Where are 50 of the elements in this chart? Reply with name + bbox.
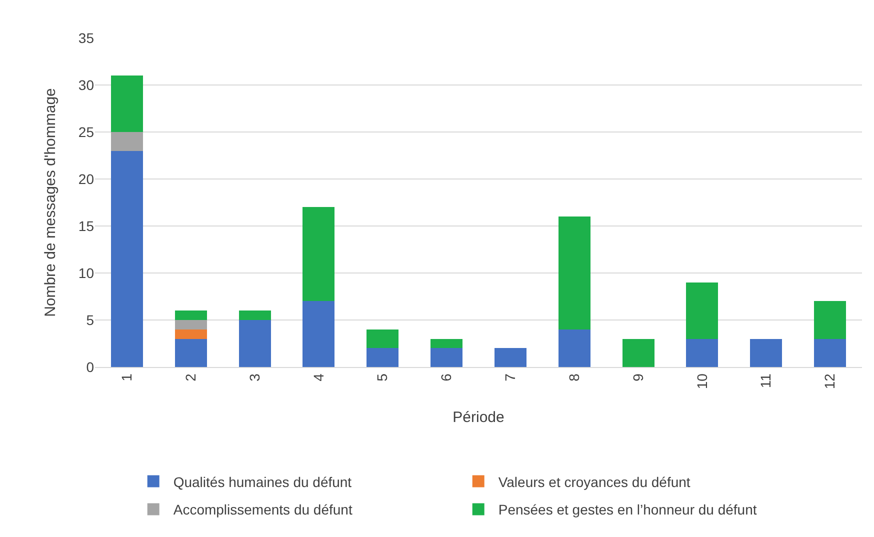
legend-label: Valeurs et croyances du défunt (498, 474, 690, 490)
y-tick-label: 0 (86, 358, 94, 375)
bar (814, 301, 846, 339)
bar (750, 338, 782, 367)
bar (302, 301, 335, 367)
bar (110, 132, 143, 151)
x-tick-label: 7 (502, 373, 518, 382)
legend-label: Accomplissements du défunt (173, 502, 352, 518)
bar (110, 76, 143, 132)
bar (686, 338, 718, 367)
y-tick-label: 15 (78, 218, 94, 234)
y-tick-label: 20 (78, 170, 94, 187)
x-axis-title: Période (452, 409, 504, 426)
x-tick-label: 9 (630, 373, 646, 382)
bar (174, 310, 207, 320)
bar (174, 338, 207, 367)
x-tick-label: 1 (118, 373, 135, 382)
bar (622, 338, 654, 367)
bar (558, 329, 590, 367)
x-tick-label: 4 (310, 373, 326, 382)
bar (430, 348, 463, 367)
y-tick-label: 10 (78, 264, 94, 281)
bar (110, 150, 143, 367)
y-tick-label: 30 (78, 76, 94, 93)
bar (558, 216, 590, 330)
bar (174, 329, 207, 339)
bar (174, 320, 207, 330)
x-tick-label: 11 (758, 373, 774, 388)
x-tick-label: 3 (246, 373, 262, 382)
bar (238, 320, 271, 367)
bar (366, 348, 399, 367)
x-tick-label: 12 (822, 373, 838, 390)
bar (494, 348, 526, 367)
x-tick-label: 8 (566, 373, 582, 382)
bar (302, 207, 335, 302)
x-tick-label: 10 (694, 373, 710, 390)
x-tick-label: 6 (438, 373, 454, 382)
y-axis-title: Nombre de messages d'hommage (42, 88, 59, 317)
x-tick-label: 2 (182, 373, 198, 382)
bar (814, 338, 846, 367)
legend-label: Pensées et gestes en l’honneur du défunt (498, 502, 757, 518)
bar (430, 338, 463, 348)
y-tick-label: 35 (78, 30, 94, 46)
bar (238, 310, 271, 320)
y-tick-label: 5 (86, 312, 94, 328)
y-tick-label: 25 (78, 124, 94, 140)
x-tick-label: 5 (374, 373, 390, 382)
bar (366, 329, 399, 348)
bar (686, 282, 718, 339)
legend-label: Qualités humaines du défunt (173, 474, 352, 490)
